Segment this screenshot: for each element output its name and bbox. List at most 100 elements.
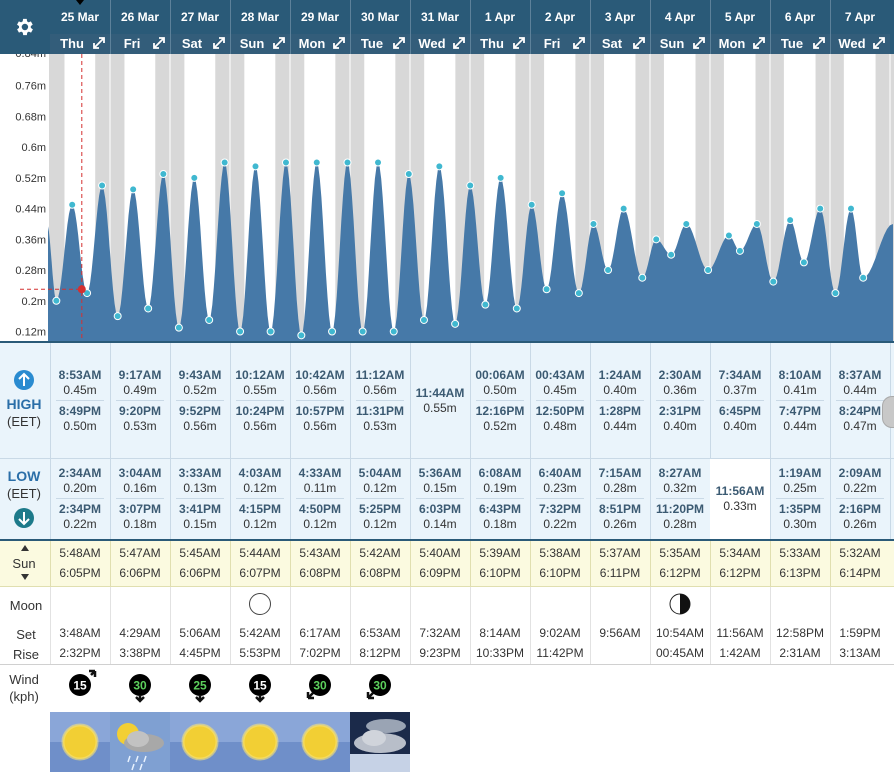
high-time[interactable]: 8:24PM <box>838 404 882 418</box>
low-time[interactable]: 5:36AM <box>418 466 462 480</box>
expand-icon[interactable] <box>632 36 646 50</box>
high-time[interactable]: 10:57PM <box>295 404 345 418</box>
high-tide-point[interactable] <box>652 235 661 244</box>
current-time-marker[interactable] <box>77 285 86 294</box>
expand-icon[interactable] <box>332 36 346 50</box>
high-time[interactable]: 7:34AM <box>718 368 762 382</box>
low-time[interactable]: 3:04AM <box>118 466 162 480</box>
low-time[interactable]: 6:40AM <box>538 466 582 480</box>
low-tide-point[interactable] <box>205 315 214 324</box>
high-time[interactable]: 12:50PM <box>535 404 585 418</box>
high-tide-point[interactable] <box>589 219 598 228</box>
low-time[interactable]: 7:32PM <box>538 502 582 516</box>
low-time[interactable]: 11:56AM <box>715 484 765 498</box>
high-tide-point[interactable] <box>251 162 260 171</box>
low-tide-point[interactable] <box>542 285 551 294</box>
high-tide-point[interactable] <box>190 173 199 182</box>
low-time[interactable]: 3:33AM <box>178 466 222 480</box>
high-time[interactable]: 00:43AM <box>535 368 585 382</box>
expand-icon[interactable] <box>92 36 106 50</box>
low-tide-point[interactable] <box>419 315 428 324</box>
high-time[interactable]: 10:42AM <box>295 368 345 382</box>
expand-icon[interactable] <box>392 36 406 50</box>
high-time[interactable]: 00:06AM <box>475 368 525 382</box>
low-tide-point[interactable] <box>481 300 490 309</box>
high-tide-point[interactable] <box>343 158 352 167</box>
expand-icon[interactable] <box>812 36 826 50</box>
low-time[interactable]: 4:15PM <box>238 502 282 516</box>
low-tide-point[interactable] <box>769 277 778 286</box>
high-tide-point[interactable] <box>619 204 628 213</box>
day-header[interactable]: 7 Apr Wed <box>830 0 890 54</box>
high-time[interactable]: 10:24PM <box>235 404 285 418</box>
high-time[interactable]: 11:12AM <box>355 368 405 382</box>
low-tide-point[interactable] <box>512 304 521 313</box>
day-header[interactable]: 28 Mar Sun <box>230 0 290 54</box>
wind-indicator[interactable]: 30 <box>125 669 159 703</box>
day-header[interactable]: 30 Mar Tue <box>350 0 410 54</box>
high-tide-point[interactable] <box>435 162 444 171</box>
low-time[interactable]: 4:50PM <box>298 502 342 516</box>
low-time[interactable]: 6:03PM <box>418 502 462 516</box>
low-tide-point[interactable] <box>328 327 337 336</box>
low-tide-point[interactable] <box>831 289 840 298</box>
low-tide-point[interactable] <box>604 266 613 275</box>
high-time[interactable]: 9:43AM <box>178 368 222 382</box>
low-time[interactable]: 4:03AM <box>238 466 282 480</box>
high-time[interactable]: 11:44AM <box>415 386 465 400</box>
high-time[interactable]: 8:10AM <box>778 368 822 382</box>
expand-icon[interactable] <box>572 36 586 50</box>
expand-icon[interactable] <box>692 36 706 50</box>
high-tide-point[interactable] <box>404 170 413 179</box>
low-time[interactable]: 3:41PM <box>178 502 222 516</box>
high-tide-point[interactable] <box>558 189 567 198</box>
low-time[interactable]: 2:34AM <box>58 466 102 480</box>
high-tide-point[interactable] <box>129 185 138 194</box>
low-tide-point[interactable] <box>266 327 275 336</box>
high-tide-point[interactable] <box>312 158 321 167</box>
day-header[interactable]: 31 Mar Wed <box>410 0 470 54</box>
low-tide-point[interactable] <box>297 331 306 340</box>
low-time[interactable]: 4:33AM <box>298 466 342 480</box>
high-tide-point[interactable] <box>159 170 168 179</box>
day-header[interactable]: 27 Mar Sat <box>170 0 230 54</box>
settings-button[interactable] <box>0 0 48 54</box>
low-tide-point[interactable] <box>113 312 122 321</box>
high-tide-point[interactable] <box>374 158 383 167</box>
expand-icon[interactable] <box>152 36 166 50</box>
high-time[interactable]: 8:37AM <box>838 368 882 382</box>
high-time[interactable]: 8:53AM <box>58 368 102 382</box>
day-header[interactable]: 29 Mar Mon <box>290 0 350 54</box>
low-tide-point[interactable] <box>704 266 713 275</box>
low-time[interactable]: 1:19AM <box>778 466 822 480</box>
low-tide-point[interactable] <box>667 250 676 259</box>
high-tide-point[interactable] <box>281 158 290 167</box>
high-tide-point[interactable] <box>816 204 825 213</box>
day-header[interactable]: 5 Apr Mon <box>710 0 770 54</box>
high-tide-point[interactable] <box>496 173 505 182</box>
low-time[interactable]: 3:07PM <box>118 502 162 516</box>
tide-chart[interactable]: 0.12m 0.2m 0.28m 0.36m 0.44m 0.52m 0.6m 0.68m 0.… <box>0 54 894 341</box>
low-tide-point[interactable] <box>389 327 398 336</box>
low-time[interactable]: 11:20PM <box>655 502 705 516</box>
low-time[interactable]: 7:15AM <box>598 466 642 480</box>
low-tide-point[interactable] <box>358 327 367 336</box>
high-tide-point[interactable] <box>466 181 475 190</box>
high-tide-point[interactable] <box>220 158 229 167</box>
low-time[interactable]: 2:16PM <box>838 502 882 516</box>
low-time[interactable]: 8:51PM <box>598 502 642 516</box>
high-time[interactable]: 12:16PM <box>475 404 525 418</box>
high-time[interactable]: 1:28PM <box>598 404 642 418</box>
low-tide-point[interactable] <box>174 323 183 332</box>
low-tide-point[interactable] <box>574 289 583 298</box>
low-time[interactable]: 5:04AM <box>358 466 402 480</box>
high-time[interactable]: 9:17AM <box>118 368 162 382</box>
high-time[interactable]: 11:31PM <box>355 404 405 418</box>
high-tide-point[interactable] <box>786 216 795 225</box>
high-time[interactable]: 2:31PM <box>658 404 702 418</box>
expand-icon[interactable] <box>452 36 466 50</box>
low-time[interactable]: 6:08AM <box>478 466 522 480</box>
low-tide-point[interactable] <box>52 296 61 305</box>
low-tide-point[interactable] <box>799 258 808 267</box>
expand-icon[interactable] <box>272 36 286 50</box>
